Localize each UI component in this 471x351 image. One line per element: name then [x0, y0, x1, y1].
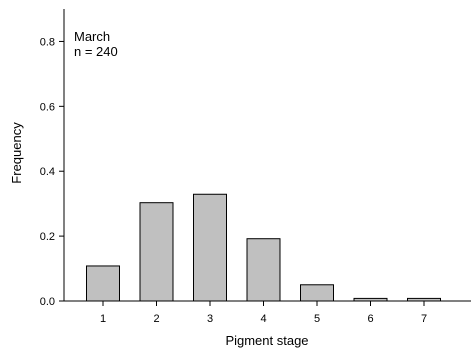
- annotation-sample-size: n = 240: [74, 44, 118, 59]
- x-tick-label: 6: [367, 313, 373, 325]
- x-axis-ticks: 1 2 3 4 5 6 7: [100, 301, 427, 325]
- x-tick-label: 4: [260, 313, 266, 325]
- x-tick-label: 1: [100, 313, 106, 325]
- y-axis-ticks: 0.0 0.2 0.4 0.6 0.8: [40, 36, 64, 308]
- x-tick-label: 5: [314, 313, 320, 325]
- y-tick-label: 0.0: [40, 296, 55, 308]
- bar: [300, 284, 334, 302]
- y-tick-label: 0.6: [40, 101, 55, 113]
- x-tick-label: 2: [153, 313, 159, 325]
- y-tick-label: 0.8: [40, 36, 55, 48]
- bar: [407, 297, 441, 302]
- y-tick-label: 0.4: [40, 166, 55, 178]
- x-axis-title: Pigment stage: [225, 333, 308, 348]
- x-tick-label: 3: [207, 313, 213, 325]
- bar: [86, 265, 120, 302]
- bar: [246, 238, 281, 302]
- y-tick-label: 0.2: [40, 231, 55, 243]
- x-tick-label: 7: [421, 313, 427, 325]
- bar: [193, 193, 227, 302]
- bar: [139, 202, 174, 302]
- annotation-month: March: [74, 29, 110, 44]
- y-axis-title: Frequency: [9, 122, 24, 184]
- bars-group: [86, 193, 441, 302]
- bar: [353, 297, 388, 302]
